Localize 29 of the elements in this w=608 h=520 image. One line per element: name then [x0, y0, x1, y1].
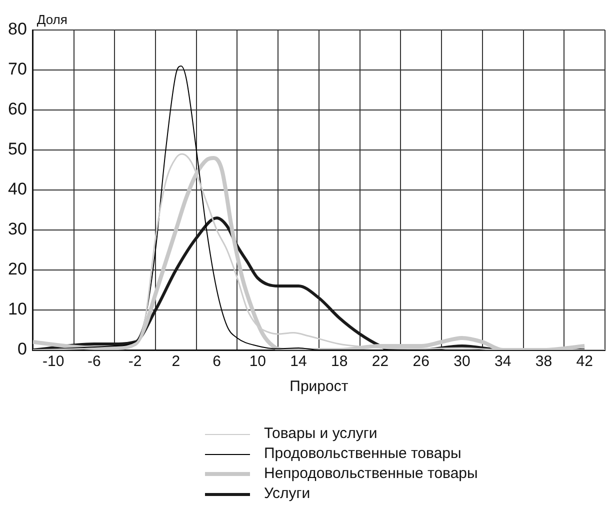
x-tick-label: 38	[535, 353, 552, 370]
x-tick-label: 22	[372, 353, 389, 370]
x-tick-label: 42	[576, 353, 593, 370]
x-tick-label: 6	[212, 353, 221, 370]
x-tick-label: -10	[42, 353, 64, 370]
x-tick-label: -6	[88, 353, 101, 370]
legend-label: Непродовольственные товары	[264, 464, 478, 484]
x-tick-label: 10	[249, 353, 266, 370]
legend-label: Услуги	[264, 484, 310, 504]
y-tick-label: 40	[8, 180, 27, 199]
x-tick-label: 26	[412, 353, 430, 370]
x-tick-label: 34	[494, 353, 512, 370]
x-tick-label: 18	[331, 353, 348, 370]
x-tick-label: 2	[172, 353, 180, 370]
y-tick-label: 50	[8, 140, 27, 159]
y-tick-label: 70	[8, 60, 27, 79]
y-axis-title: Доля	[36, 12, 68, 28]
x-tick-label: 30	[454, 353, 470, 370]
y-tick-label: 30	[8, 220, 27, 239]
legend-label: Продовольственные товары	[264, 444, 462, 464]
y-tick-label: 0	[17, 340, 27, 359]
x-tick-label: -2	[128, 353, 142, 370]
x-axis-title: Прирост	[290, 378, 348, 396]
x-tick-label: 14	[290, 353, 307, 370]
y-tick-label: 80	[8, 20, 27, 39]
legend-label: Товары и услуги	[264, 424, 378, 444]
y-tick-label: 60	[8, 100, 27, 119]
y-tick-label: 20	[8, 260, 27, 279]
y-tick-label: 10	[8, 300, 27, 319]
